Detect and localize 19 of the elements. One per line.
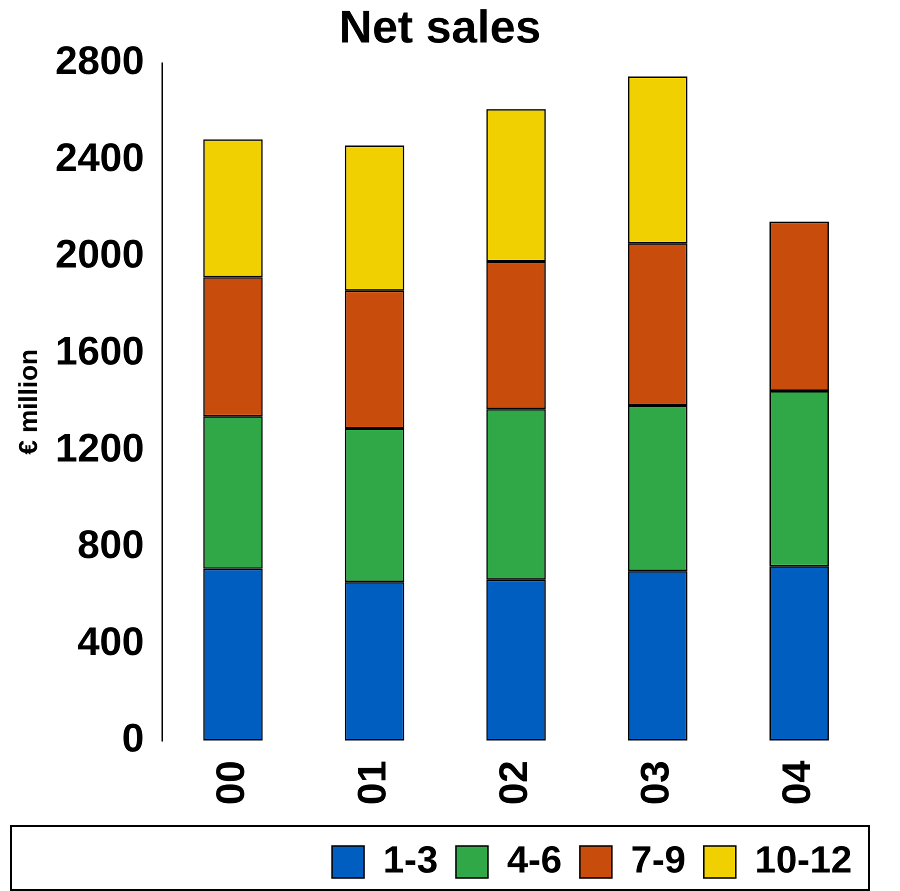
- legend-label: 7-9: [630, 839, 686, 882]
- y-tick-label: 0: [122, 716, 144, 761]
- legend-label: 4-6: [506, 839, 562, 882]
- x-tick-label: 01: [350, 760, 395, 806]
- y-tick-label: 2000: [55, 232, 144, 277]
- y-tick-label: 1200: [55, 426, 144, 470]
- x-tick-label: 04: [775, 760, 820, 806]
- y-tick-label: 800: [77, 523, 144, 568]
- legend-label: 1-3: [383, 839, 438, 882]
- y-axis-title: € million: [12, 349, 43, 455]
- y-tick-label: 2400: [55, 136, 144, 180]
- x-tick-label: 02: [492, 760, 536, 806]
- chart-title: Net sales: [338, 0, 542, 52]
- legend-label: 10-12: [754, 839, 852, 882]
- y-tick-label: 2800: [55, 39, 144, 84]
- y-tick-label: 400: [77, 620, 144, 664]
- x-tick-label: 03: [634, 760, 678, 806]
- x-tick-label: 00: [208, 760, 253, 806]
- y-tick-label: 1600: [55, 330, 144, 374]
